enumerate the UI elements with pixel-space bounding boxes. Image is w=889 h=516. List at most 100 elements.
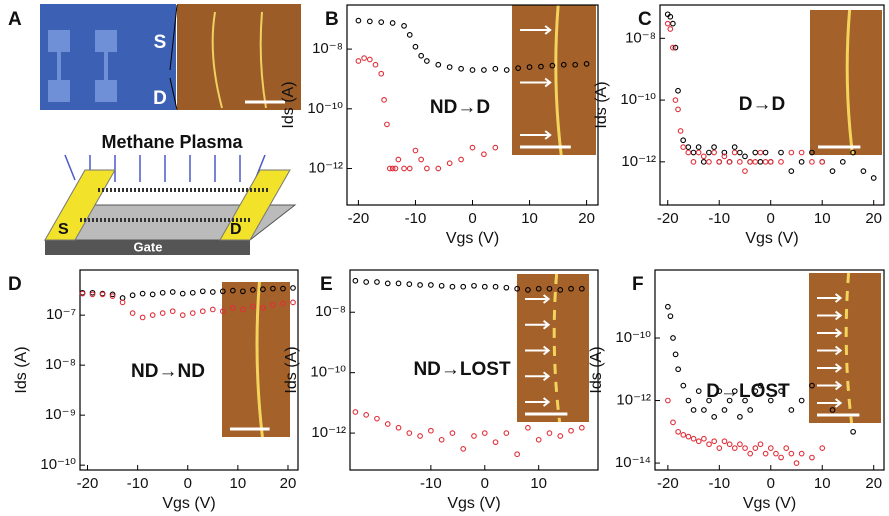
diagram-label: Gate bbox=[134, 239, 163, 254]
data-point bbox=[675, 106, 681, 113]
data-point bbox=[706, 397, 712, 404]
data-point bbox=[690, 158, 697, 165]
data-point bbox=[819, 445, 826, 452]
arrow bbox=[817, 398, 843, 408]
data-point bbox=[675, 428, 682, 435]
data-point bbox=[189, 289, 196, 296]
data-point bbox=[788, 168, 795, 174]
data-point bbox=[839, 158, 846, 165]
data-point bbox=[546, 285, 553, 292]
afm-image bbox=[177, 4, 301, 110]
gate bbox=[45, 240, 250, 255]
data-point bbox=[757, 382, 764, 389]
data-point bbox=[690, 435, 697, 442]
data-point bbox=[726, 397, 733, 404]
data-point bbox=[767, 397, 774, 404]
data-point bbox=[280, 300, 286, 307]
data-point bbox=[535, 285, 542, 292]
data-point bbox=[752, 149, 759, 156]
chart-panel: -20 -10 0 10 20 10⁻⁷ 10⁻⁸ 10⁻⁹ 10⁻¹⁰ Vgs (V) Ids (… bbox=[8, 269, 299, 512]
data-point bbox=[230, 304, 236, 311]
data-point bbox=[736, 158, 743, 165]
data-point bbox=[778, 454, 784, 461]
plot-frame bbox=[79, 269, 299, 471]
nanotube bbox=[554, 4, 563, 156]
data-point bbox=[798, 158, 805, 165]
data-point bbox=[572, 61, 579, 68]
data-point bbox=[685, 397, 692, 404]
y-axis-label: Ids (A) bbox=[283, 346, 300, 393]
data-point bbox=[378, 70, 385, 77]
data-point bbox=[406, 165, 413, 172]
y-axis-label: Ids (A) bbox=[13, 346, 30, 393]
data-point bbox=[129, 292, 136, 299]
data-point bbox=[736, 149, 743, 156]
data-point bbox=[793, 460, 800, 466]
arrow bbox=[817, 328, 843, 338]
data-point bbox=[680, 382, 687, 389]
data-point bbox=[449, 283, 456, 290]
data-point bbox=[79, 290, 86, 297]
zoom-line bbox=[169, 77, 178, 111]
data-point bbox=[670, 20, 676, 27]
afm-inset bbox=[512, 5, 596, 155]
data-point bbox=[159, 289, 166, 296]
y-tick-label: 10⁻¹⁰ bbox=[307, 100, 343, 117]
data-point bbox=[428, 427, 434, 434]
y-axis-label: Ids (A) bbox=[280, 81, 297, 128]
x-tick-label: -10 bbox=[405, 210, 427, 227]
data-point bbox=[159, 310, 166, 316]
diagram-label: D bbox=[230, 221, 242, 238]
data-point bbox=[438, 282, 445, 289]
data-point bbox=[798, 450, 805, 457]
data-point bbox=[685, 144, 692, 150]
data-point bbox=[435, 165, 442, 172]
panel-label: D bbox=[8, 274, 22, 295]
y-tick-label: 10⁻¹⁰ bbox=[620, 91, 656, 108]
data-point bbox=[685, 433, 692, 440]
panel-label: B bbox=[325, 9, 339, 30]
data-point bbox=[546, 430, 553, 436]
data-point bbox=[742, 397, 748, 404]
data-point bbox=[690, 407, 697, 413]
arrow bbox=[525, 319, 551, 330]
diagram-label: S bbox=[58, 221, 69, 238]
panel-a: A S D Methane Plasma S D Gate bbox=[8, 4, 301, 255]
data-point bbox=[169, 289, 176, 295]
data-point bbox=[664, 20, 671, 27]
data-point bbox=[260, 304, 266, 311]
data-point bbox=[742, 445, 748, 452]
data-point bbox=[417, 433, 423, 439]
data-point bbox=[219, 308, 226, 315]
data-point bbox=[89, 291, 96, 298]
data-point bbox=[492, 65, 499, 72]
x-tick-label: 0 bbox=[767, 475, 775, 492]
data-point bbox=[139, 290, 146, 297]
data-point bbox=[737, 414, 743, 420]
data-point bbox=[578, 424, 585, 431]
data-point bbox=[670, 419, 676, 426]
annotation: ND→LOST bbox=[413, 359, 511, 380]
data-point bbox=[700, 153, 707, 160]
data-point bbox=[492, 144, 499, 151]
data-point bbox=[525, 287, 531, 293]
y-tick-label: 10⁻⁸ bbox=[45, 356, 76, 373]
data-point bbox=[716, 388, 723, 394]
chart-panel: -20 -10 0 10 20 10⁻¹⁰ 10⁻¹² 10⁻¹⁴ Vgs (V) Ids (A)… bbox=[588, 269, 885, 512]
y-tick-label: 10⁻¹⁰ bbox=[40, 456, 76, 473]
data-point bbox=[706, 441, 712, 448]
data-point bbox=[481, 67, 487, 73]
data-point bbox=[731, 149, 738, 156]
y-tick-label: 10⁻¹² bbox=[308, 159, 343, 176]
data-point bbox=[767, 158, 774, 165]
y-tick-label: 10⁻¹⁰ bbox=[310, 364, 346, 381]
data-point bbox=[711, 438, 718, 445]
data-point bbox=[471, 433, 477, 439]
data-point bbox=[695, 149, 702, 156]
data-point bbox=[762, 158, 769, 165]
sem-label: D bbox=[153, 88, 167, 109]
x-tick-label: 0 bbox=[468, 210, 476, 227]
data-point bbox=[742, 153, 748, 160]
data-point bbox=[260, 286, 266, 293]
chart-panel: -20 -10 0 10 20 10⁻⁸ 10⁻¹⁰ 10⁻¹² Vgs (V) Ids (A) D… bbox=[593, 4, 885, 247]
